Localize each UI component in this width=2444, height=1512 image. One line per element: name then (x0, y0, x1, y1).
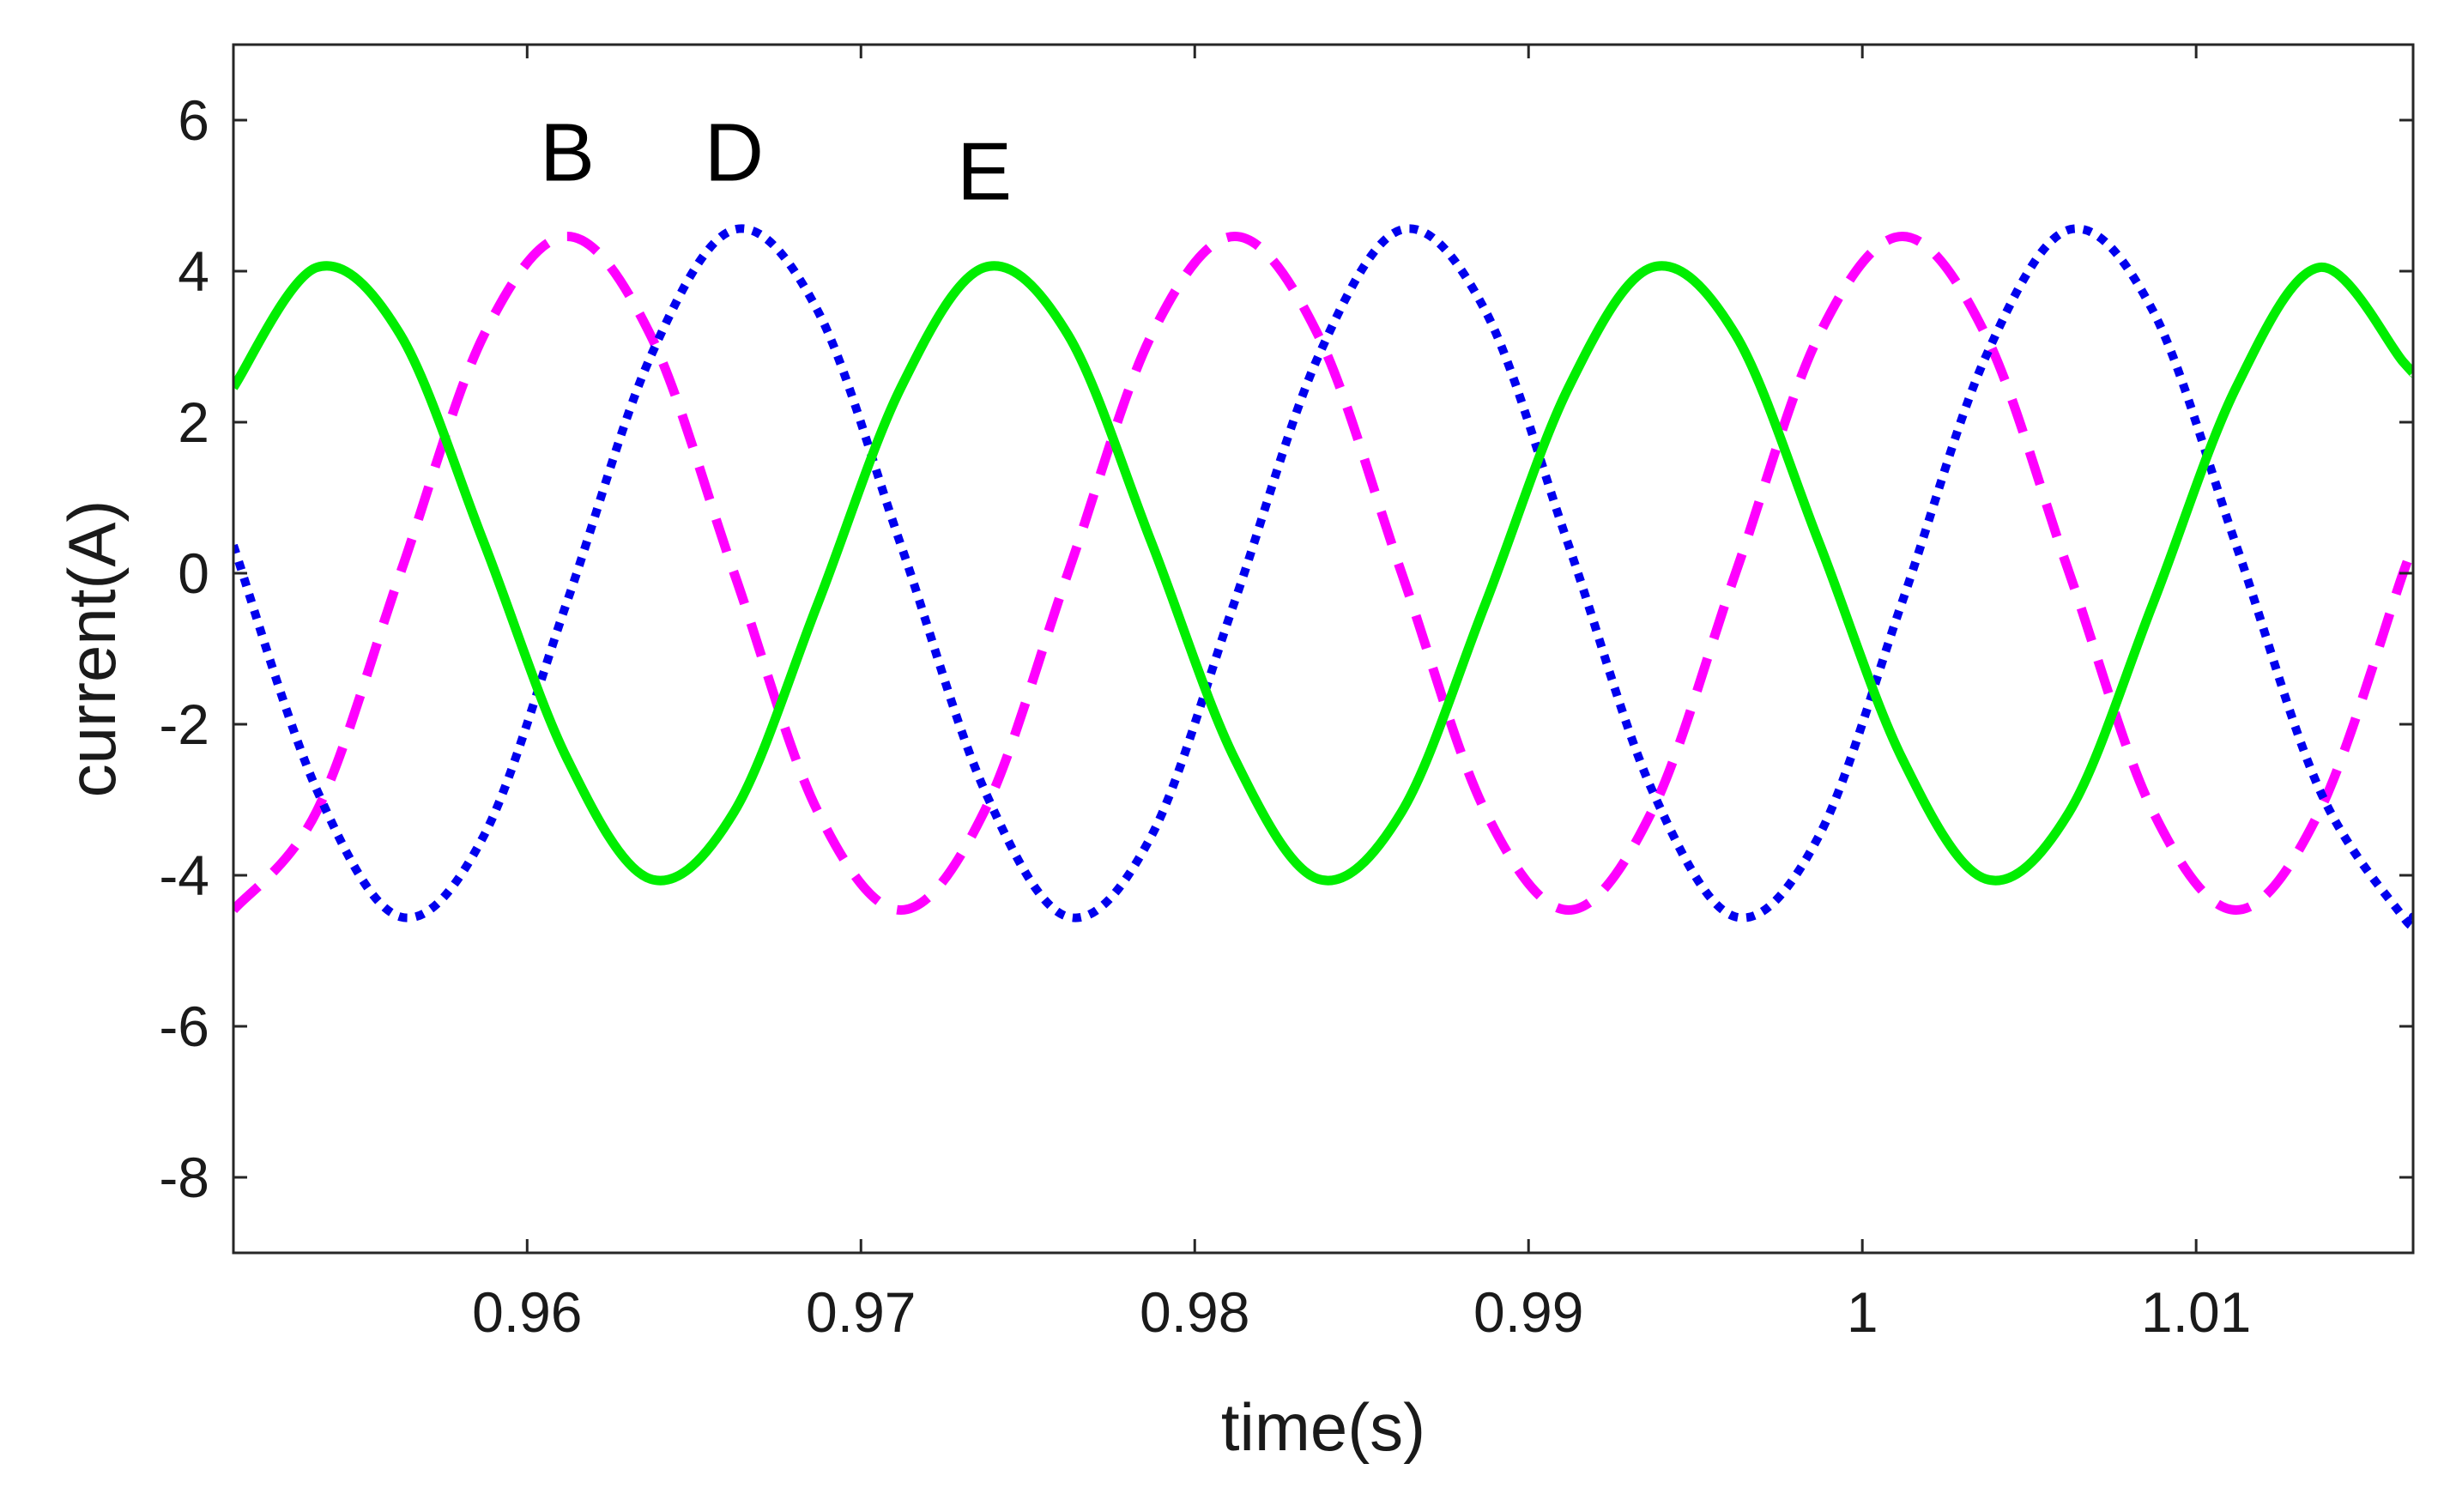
axes-frame (232, 43, 2415, 1255)
x-tick-label: 1 (1847, 1280, 1878, 1344)
series-line-e (233, 261, 2413, 886)
tick-layer: 0.96 0.97 0.98 0.99 1 1.01 6 4 2 0 -2 -4 -6 -8 (159, 45, 2413, 1344)
y-tick-label: 4 (178, 239, 209, 303)
y-axis-title: current(A) (54, 500, 130, 798)
y-tick-label: -4 (159, 844, 209, 907)
x-tick-label: 0.99 (1473, 1280, 1583, 1344)
x-tick-label: 0.97 (806, 1280, 916, 1344)
series-line-d (233, 224, 2413, 931)
y-tick-label: -6 (159, 995, 209, 1058)
x-tick-label: 0.96 (472, 1280, 582, 1344)
annotation-b: B (540, 106, 595, 198)
y-tick-label: 0 (178, 541, 209, 605)
series-layer (233, 224, 2413, 931)
annotation-e: E (957, 125, 1012, 217)
annotation-d: D (705, 106, 764, 198)
x-tick-label: 1.01 (2141, 1280, 2251, 1344)
y-tick-label: 2 (178, 390, 209, 454)
y-tick-label: -8 (159, 1146, 209, 1209)
y-tick-label: -2 (159, 692, 209, 756)
x-axis-title: time(s) (1221, 1389, 1425, 1465)
y-tick-label: 6 (178, 88, 209, 152)
series-line-b (233, 231, 2413, 916)
x-tick-label: 0.98 (1140, 1280, 1249, 1344)
